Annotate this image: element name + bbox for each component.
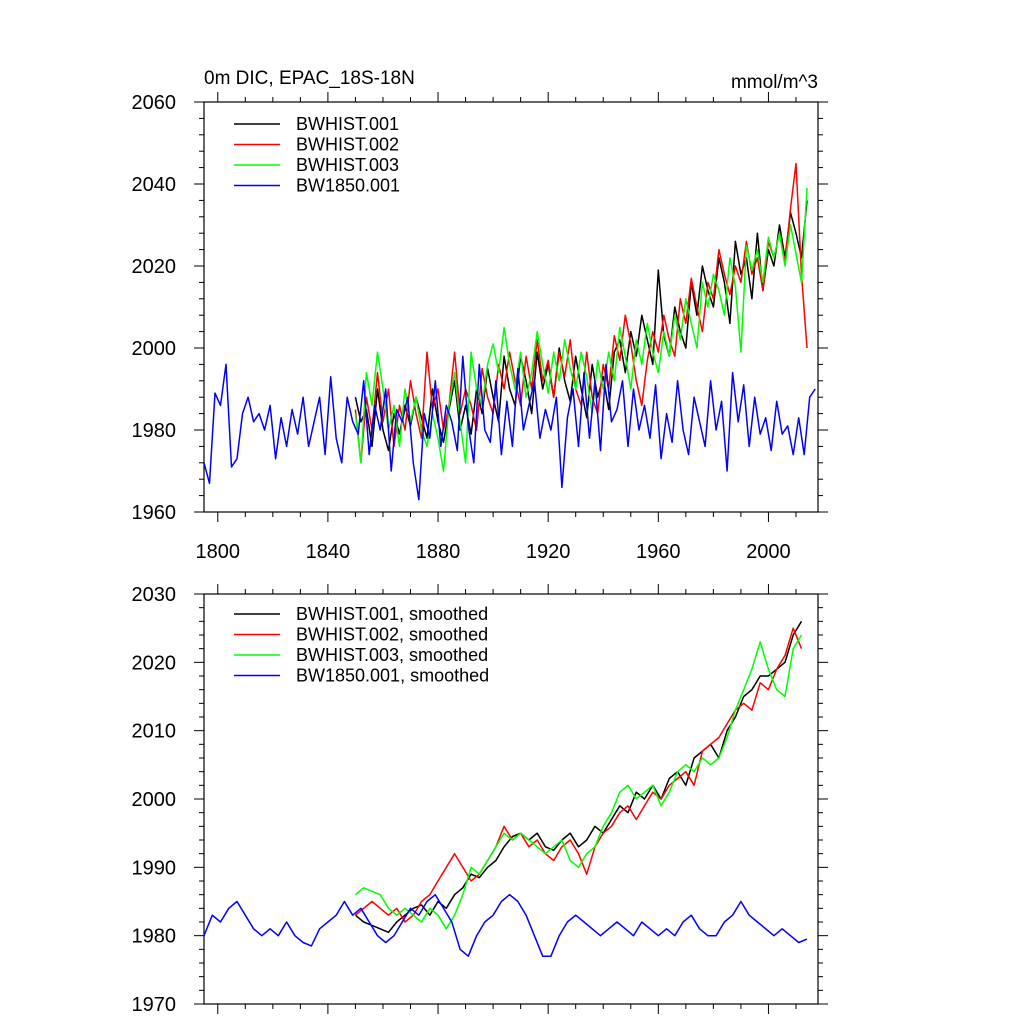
x-tick-label: 1840 bbox=[306, 541, 351, 563]
legend-label: BWHIST.002, smoothed bbox=[296, 625, 488, 645]
x-tick-label: 1960 bbox=[636, 541, 681, 563]
units-label: mmol/m^3 bbox=[731, 72, 818, 93]
bottom-panel: 1970 1980 1990 2000 2010 2020 2030 BWHIST.001, … bbox=[132, 584, 828, 1016]
y-tick-label: 1980 bbox=[132, 420, 177, 442]
legend-label: BWHIST.001 bbox=[296, 114, 399, 134]
top-panel: 1960 1980 2000 2020 2040 2060 1800 1840 1880 1920… bbox=[132, 68, 828, 563]
y-tick-label: 2060 bbox=[132, 92, 177, 114]
legend-label: BWHIST.003, smoothed bbox=[296, 645, 488, 665]
y-tick-label: 2000 bbox=[132, 789, 177, 811]
series-line-1 bbox=[354, 200, 808, 452]
series-line-2 bbox=[354, 627, 803, 923]
plot-frame bbox=[203, 101, 819, 513]
series-line-4 bbox=[204, 355, 816, 501]
y-tick-label: 2020 bbox=[132, 256, 177, 278]
legend-label: BWHIST.003 bbox=[296, 155, 399, 175]
y-tick-label: 1970 bbox=[132, 994, 177, 1016]
x-tick-label: 1880 bbox=[416, 541, 461, 563]
y-tick-label: 2020 bbox=[132, 652, 177, 674]
x-tick-label: 2000 bbox=[746, 541, 791, 563]
chart-title: 0m DIC, EPAC_18S-18N bbox=[204, 68, 415, 89]
y-tick-label: 1990 bbox=[132, 857, 177, 879]
series-line-3 bbox=[354, 634, 803, 930]
legend-label: BWHIST.001, smoothed bbox=[296, 604, 488, 624]
series-line-4 bbox=[204, 893, 808, 957]
legend-label: BWHIST.002 bbox=[296, 135, 399, 155]
x-tick-label: 1800 bbox=[196, 541, 241, 563]
y-tick-label: 2040 bbox=[132, 174, 177, 196]
y-tick-label: 2010 bbox=[132, 721, 177, 743]
legend-label: BW1850.001, smoothed bbox=[296, 666, 489, 686]
series-line-1 bbox=[354, 620, 803, 934]
legend-label: BW1850.001 bbox=[296, 176, 400, 196]
y-tick-label: 1960 bbox=[132, 502, 177, 524]
y-tick-label: 1980 bbox=[132, 926, 177, 948]
y-tick-label: 2000 bbox=[132, 338, 177, 360]
y-tick-label: 2030 bbox=[132, 584, 177, 606]
x-tick-label: 1920 bbox=[526, 541, 571, 563]
